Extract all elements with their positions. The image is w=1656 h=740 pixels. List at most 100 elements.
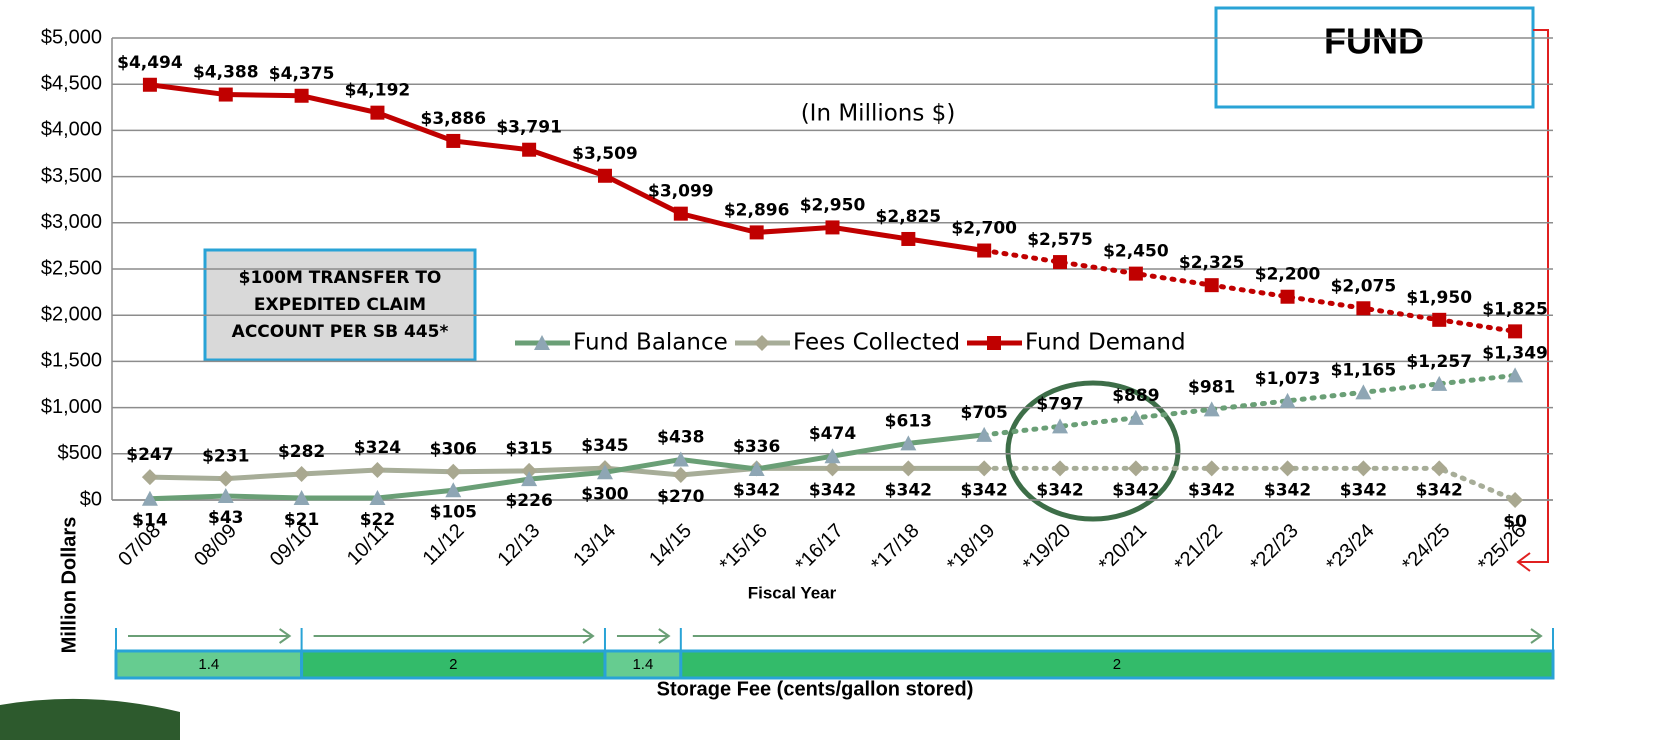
x-tick-label: *24/25 [1398,520,1454,576]
y-tick-label: $4,000 [41,119,102,141]
point [976,460,992,476]
data-label: $438 [657,428,704,448]
point [1431,460,1447,476]
legend-marker [987,336,1001,350]
data-label: $2,325 [1179,253,1245,273]
data-label: $1,165 [1331,360,1397,380]
data-label: $797 [1036,394,1083,414]
legend-marker [754,335,770,351]
data-label: $336 [733,437,780,457]
legend-label: Fund Demand [1025,330,1186,356]
data-label: $0 [1503,512,1527,532]
data-label: $306 [430,440,477,460]
fee-value: 2 [1113,656,1121,673]
fee-value: 2 [449,656,457,673]
point [1355,460,1371,476]
point [1356,301,1370,315]
point [674,207,688,221]
data-label: $981 [1188,377,1235,397]
point [295,89,309,103]
point [1129,267,1143,281]
data-label: $22 [360,510,396,530]
data-label: $345 [581,436,628,456]
x-tick-label: 13/14 [569,520,620,571]
data-label: $2,075 [1331,276,1397,296]
data-label: $4,192 [345,81,411,101]
data-label: $2,896 [724,200,790,220]
point [143,78,157,92]
point [369,462,385,478]
data-label: $315 [505,439,552,459]
point [750,225,764,239]
x-tick-label: *16/17 [791,520,847,576]
x-tick-label: *21/22 [1171,520,1227,576]
point [445,464,461,480]
fee-value: 1.4 [632,656,653,673]
point [1355,384,1371,399]
x-axis-label: Fiscal Year [748,583,837,602]
x-tick-label: 14/15 [645,520,696,571]
data-label: $226 [505,491,552,511]
data-label: $21 [284,510,320,530]
x-tick-label: *20/21 [1095,520,1151,576]
point [1205,278,1219,292]
annotation: $100M TRANSFER TO EXPEDITED CLAIM ACCOUN… [210,255,470,355]
data-label: $2,450 [1103,242,1169,262]
data-label: $2,950 [800,195,866,215]
point [1204,460,1220,476]
data-label: $300 [581,484,628,504]
point [142,469,158,485]
data-label: $342 [1264,480,1311,500]
x-tick-label: *22/23 [1246,520,1302,576]
data-label: $1,825 [1482,299,1548,319]
point [522,143,536,157]
data-label: $105 [430,502,477,522]
decor-swoosh [0,699,180,740]
data-label: $342 [885,480,932,500]
point [370,106,384,120]
data-label: $342 [1340,480,1387,500]
point [1507,492,1523,508]
chart: FUND (In Millions $) $100M TRANSFER TO E… [0,0,1656,740]
data-label: $342 [1416,480,1463,500]
data-label: $4,388 [193,63,259,83]
point [219,88,233,102]
data-label: $342 [1112,480,1159,500]
data-label: $3,099 [648,182,714,202]
x-tick-label: *18/19 [943,520,999,576]
data-label: $2,700 [951,219,1017,239]
data-label: $14 [132,511,168,531]
data-label: $231 [202,447,249,467]
data-label: $342 [961,480,1008,500]
data-label: $342 [809,480,856,500]
data-label: $342 [733,480,780,500]
data-label: $1,950 [1406,288,1472,308]
data-label: $3,791 [496,118,562,138]
data-label: $613 [885,411,932,431]
data-label: $3,886 [420,109,486,129]
data-label: $705 [961,403,1008,423]
x-tick-label: 12/13 [493,520,544,571]
data-label: $324 [354,438,401,458]
data-label: $342 [1036,480,1083,500]
data-label: $2,200 [1255,265,1321,285]
storage-fee-label: Storage Fee (cents/gallon stored) [657,678,974,700]
y-tick-label: $3,500 [41,165,102,187]
data-label: $1,349 [1482,343,1548,363]
data-label: $474 [809,424,856,444]
y-tick-label: $1,500 [41,350,102,372]
data-label: $4,375 [269,64,335,84]
point [1053,255,1067,269]
point [598,169,612,183]
chart-subtitle: (In Millions $) [801,101,956,127]
x-tick-label: 11/12 [419,520,469,570]
data-label: $889 [1112,386,1159,406]
legend-label: Fees Collected [793,330,960,356]
x-tick-label: *17/18 [867,520,923,576]
point [446,134,460,148]
y-tick-label: $4,500 [41,72,102,94]
data-label: $270 [657,487,704,507]
point [900,460,916,476]
annotation-wrap: $100M TRANSFER TO EXPEDITED CLAIM ACCOUN… [210,255,470,355]
y-tick-label: $2,000 [41,303,102,325]
